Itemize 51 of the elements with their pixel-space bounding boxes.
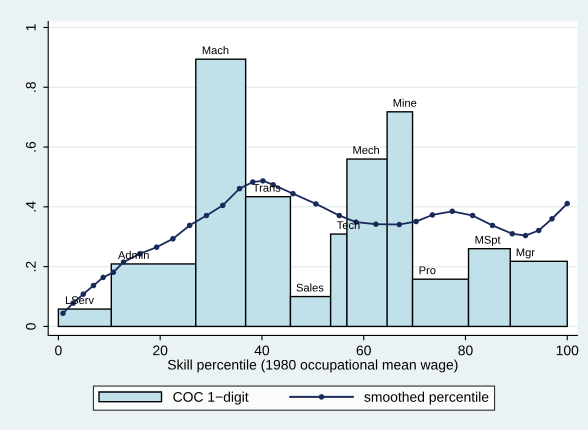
- point: [413, 218, 419, 224]
- legend-label: smoothed percentile: [364, 392, 488, 405]
- point: [536, 228, 542, 234]
- annotation: Mine: [394, 98, 416, 107]
- point: [373, 221, 379, 227]
- point: [204, 212, 210, 218]
- point: [510, 230, 516, 237]
- annotation: Trans: [253, 184, 280, 192]
- x-tick-label: 40: [254, 345, 270, 356]
- annotation: Mgr: [516, 248, 535, 258]
- point: [336, 212, 342, 218]
- point: [250, 179, 256, 185]
- y-tick-label: .4: [26, 201, 36, 212]
- point: [220, 202, 226, 208]
- point: [260, 178, 266, 184]
- point: [549, 216, 555, 222]
- point: [90, 282, 96, 288]
- point: [449, 208, 456, 214]
- annotation: Pro: [420, 266, 436, 274]
- point: [110, 270, 116, 276]
- y-tick-label: 1: [26, 24, 36, 30]
- annotation: Sales: [296, 283, 324, 292]
- y-tick-label: .2: [26, 262, 36, 272]
- point: [430, 212, 436, 218]
- point: [470, 212, 476, 218]
- point: [396, 222, 402, 228]
- y-tick-label: 0: [26, 323, 36, 330]
- point: [186, 222, 192, 228]
- point: [290, 190, 296, 196]
- annotation: MSpt: [476, 236, 500, 246]
- point: [100, 274, 106, 280]
- point: [313, 201, 319, 207]
- point: [490, 222, 496, 228]
- annotation: Mech: [353, 146, 379, 154]
- point: [60, 310, 66, 316]
- x-tick-label: 60: [356, 345, 371, 356]
- point: [522, 232, 528, 238]
- point: [120, 259, 126, 265]
- x-axis-title: Skill percentile (1980 occupational mean wage): [168, 359, 458, 372]
- x-tick-label: 100: [556, 345, 578, 356]
- point: [236, 186, 242, 192]
- y-tick-label: .6: [26, 142, 36, 152]
- point: [154, 244, 160, 250]
- x-tick-label: 0: [55, 345, 62, 356]
- x-tick-label: 20: [153, 345, 168, 356]
- point: [564, 200, 570, 206]
- point: [170, 236, 176, 242]
- annotation: Mach: [202, 46, 228, 54]
- y-tick-label: .8: [26, 82, 36, 92]
- legend-label: COC 1−digit: [173, 392, 249, 405]
- x-tick-label: 80: [458, 345, 473, 356]
